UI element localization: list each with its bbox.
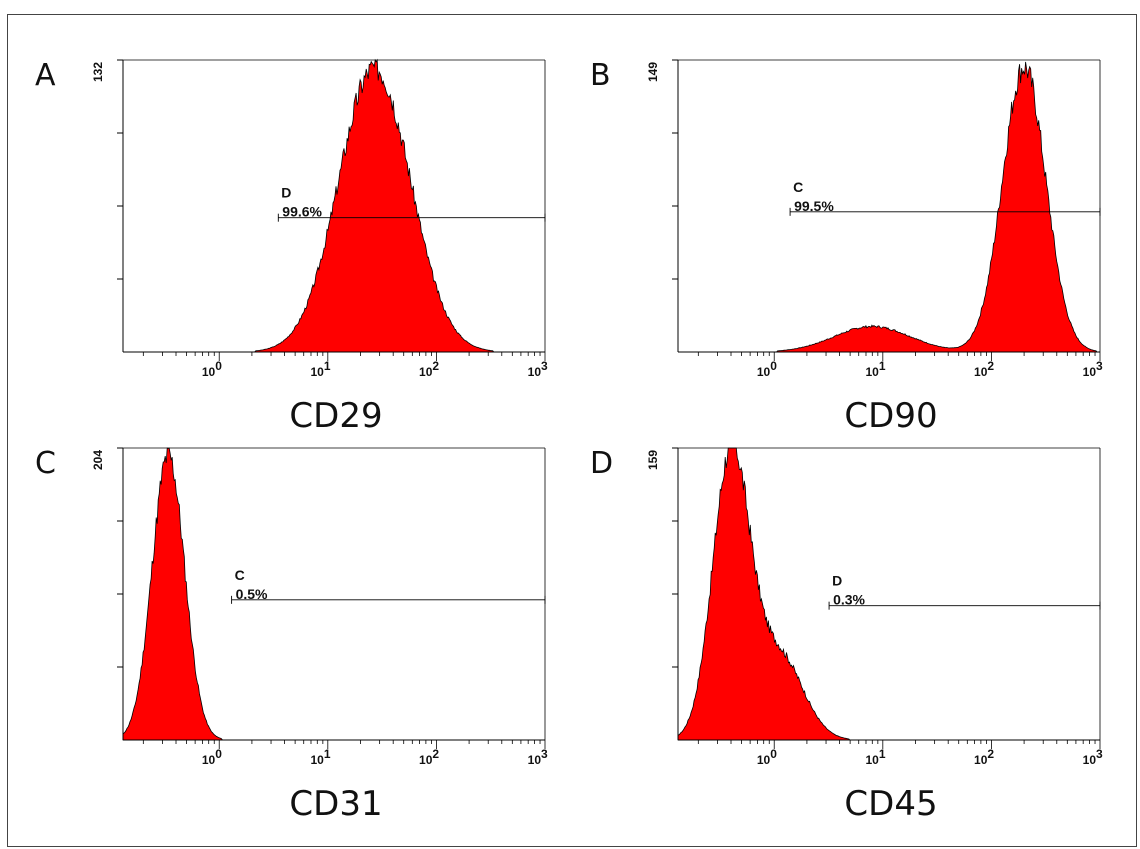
gate-marker	[231, 595, 546, 604]
marker-name: CD31	[289, 784, 382, 824]
gate-label: C	[235, 567, 245, 583]
svg-text:10: 10	[310, 753, 324, 767]
gate-marker	[789, 207, 1101, 216]
histogram-area	[122, 447, 545, 741]
svg-text:10: 10	[757, 753, 771, 767]
panel-letter: D	[590, 446, 613, 481]
marker-name: CD90	[844, 396, 937, 436]
svg-text:10: 10	[974, 753, 988, 767]
axes	[117, 447, 546, 749]
x-tick-label: 10 3	[528, 359, 548, 379]
gate-percent: 0.3%	[833, 592, 865, 608]
svg-text:10: 10	[528, 365, 542, 379]
svg-text:10: 10	[528, 753, 542, 767]
svg-text:10: 10	[865, 365, 879, 379]
gate-marker	[277, 213, 546, 222]
figure-frame	[7, 14, 1137, 847]
axes	[672, 447, 1101, 749]
svg-text:10: 10	[974, 365, 988, 379]
y-max-label: 159	[646, 450, 660, 470]
axes	[117, 59, 546, 361]
svg-text:0: 0	[770, 747, 777, 761]
svg-text:10: 10	[1083, 365, 1097, 379]
svg-text:10: 10	[1083, 753, 1097, 767]
svg-text:3: 3	[1096, 747, 1103, 761]
gate-percent: 0.5%	[236, 586, 268, 602]
svg-text:10: 10	[202, 753, 216, 767]
svg-text:10: 10	[757, 365, 771, 379]
gate-percent: 99.5%	[794, 198, 834, 214]
panel-letter: A	[35, 58, 56, 93]
panel-letter: B	[590, 58, 611, 93]
x-tick-label: 10 0	[757, 747, 777, 767]
x-tick-label: 10 1	[865, 747, 885, 767]
x-tick-label: 10 1	[865, 359, 885, 379]
panel-letter: C	[35, 446, 56, 481]
histogram-panel-c: C 204 10 0 10 1 10 2 10 3 C 0.5% CD31	[30, 438, 560, 833]
histogram-area	[678, 61, 1100, 353]
histogram-panel-d: D 159 10 0 10 1 10 2 10 3 D 0.3% CD45	[585, 438, 1115, 833]
svg-text:10: 10	[419, 365, 433, 379]
svg-text:2: 2	[432, 747, 439, 761]
histogram-panel-b: B 149 10 0 10 1 10 2 10 3 C 99.5% CD90	[585, 50, 1115, 440]
axes	[672, 59, 1101, 361]
gate-marker	[828, 601, 1101, 610]
svg-text:1: 1	[324, 359, 331, 373]
x-tick-label: 10 2	[974, 747, 994, 767]
svg-text:0: 0	[770, 359, 777, 373]
x-tick-label: 10 2	[419, 747, 439, 767]
marker-name: CD29	[289, 396, 382, 436]
svg-text:3: 3	[541, 359, 548, 373]
svg-text:3: 3	[1096, 359, 1103, 373]
gate-percent: 99.6%	[282, 204, 322, 220]
x-tick-label: 10 2	[419, 359, 439, 379]
svg-text:1: 1	[879, 359, 886, 373]
gate-label: C	[793, 179, 803, 195]
svg-text:0: 0	[215, 359, 222, 373]
svg-text:3: 3	[541, 747, 548, 761]
y-max-label: 149	[646, 62, 660, 82]
gate-label: D	[832, 573, 842, 589]
svg-text:1: 1	[879, 747, 886, 761]
svg-text:0: 0	[215, 747, 222, 761]
histogram-area	[677, 447, 1100, 741]
x-tick-label: 10 1	[310, 359, 330, 379]
x-tick-label: 10 0	[202, 359, 222, 379]
histogram-panel-a: A 132 10 0 10 1 10 2 10 3 D 99.6% CD29	[30, 50, 560, 440]
svg-text:10: 10	[202, 365, 216, 379]
x-tick-label: 10 3	[1083, 359, 1103, 379]
gate-label: D	[281, 185, 291, 201]
svg-text:1: 1	[324, 747, 331, 761]
svg-text:10: 10	[310, 365, 324, 379]
x-tick-label: 10 1	[310, 747, 330, 767]
x-tick-label: 10 3	[528, 747, 548, 767]
marker-name: CD45	[844, 784, 937, 824]
x-tick-label: 10 0	[202, 747, 222, 767]
y-max-label: 132	[91, 62, 105, 82]
svg-text:10: 10	[865, 753, 879, 767]
x-tick-label: 10 2	[974, 359, 994, 379]
svg-text:2: 2	[987, 747, 994, 761]
svg-text:10: 10	[419, 753, 433, 767]
x-tick-label: 10 3	[1083, 747, 1103, 767]
x-tick-label: 10 0	[757, 359, 777, 379]
svg-text:2: 2	[432, 359, 439, 373]
histogram-area	[123, 58, 545, 353]
y-max-label: 204	[91, 450, 105, 470]
svg-text:2: 2	[987, 359, 994, 373]
